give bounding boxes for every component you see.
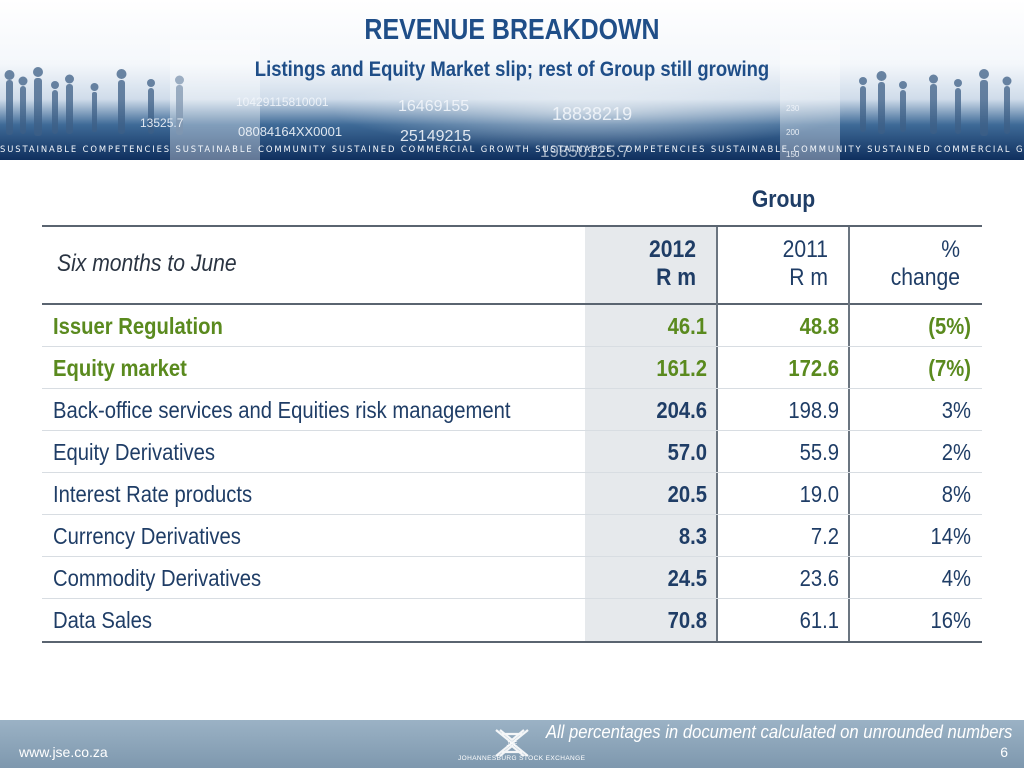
value-2011: 172.6	[788, 355, 839, 381]
value-2012: 204.6	[656, 397, 707, 423]
col-2012-year: 2012	[649, 236, 696, 263]
row-label: Interest Rate products	[53, 481, 253, 507]
col-pct-symbol: %	[941, 236, 960, 263]
page-subtitle: Listings and Equity Market slip; rest of…	[254, 58, 770, 81]
table-row: Issuer Regulation 46.1 48.8 (5%)	[42, 305, 982, 347]
jse-logo-icon: JSE	[495, 729, 529, 757]
current-year-shading	[585, 227, 717, 641]
col-2012-unit: R m	[656, 264, 696, 291]
value-2012: 161.2	[656, 355, 707, 381]
header-banner: 10429115810001 16469155 18838219 0808416…	[0, 0, 1024, 160]
value-2011: 23.6	[799, 565, 839, 591]
ticker-number: 10429115810001	[236, 95, 329, 109]
column-divider	[716, 227, 718, 641]
value-2012: 46.1	[667, 313, 707, 339]
percent-change: (7%)	[928, 355, 971, 381]
col-2011-year: 2011	[782, 236, 828, 263]
row-separator	[42, 556, 982, 557]
percent-change: 14%	[930, 523, 971, 549]
table-row: Interest Rate products 20.5 19.0 8%	[42, 473, 982, 515]
value-2012: 24.5	[667, 565, 707, 591]
ticker-number: 18838219	[552, 104, 633, 124]
table-row: Commodity Derivatives 24.5 23.6 4%	[42, 557, 982, 599]
row-label: Currency Derivatives	[53, 523, 241, 549]
ticker-number: 150	[786, 150, 800, 159]
row-label: Equity Derivatives	[53, 439, 215, 465]
ticker-number: 25149215	[400, 128, 472, 145]
percent-change: 16%	[930, 607, 971, 633]
value-2011: 48.8	[799, 313, 839, 339]
page-number: 6	[1000, 744, 1008, 760]
value-2011: 7.2	[810, 523, 839, 549]
value-2012: 20.5	[667, 481, 707, 507]
footer-bar: All percentages in document calculated o…	[0, 720, 1024, 768]
page-title: REVENUE BREAKDOWN	[364, 14, 660, 46]
col-2011-header: 2011 R m	[744, 236, 828, 292]
percent-change: (5%)	[928, 313, 971, 339]
row-label: Commodity Derivatives	[53, 565, 262, 591]
value-2012: 70.8	[667, 607, 707, 633]
row-separator	[42, 346, 982, 347]
website-link[interactable]: www.jse.co.za	[19, 744, 108, 760]
value-2011: 19.0	[799, 481, 839, 507]
ticker-number: 16469155	[398, 98, 470, 115]
table-row: Equity market 161.2 172.6 (7%)	[42, 347, 982, 389]
ticker-number: 19850125.7	[540, 142, 630, 160]
col-2012-header: 2012 R m	[612, 236, 696, 292]
row-label: Back-office services and Equities risk m…	[53, 397, 511, 423]
col-2011-unit: R m	[789, 264, 828, 291]
slogan-strip: SUSTAINABLE COMPETENCIES SUSTAINABLE COM…	[0, 144, 1024, 154]
percent-change: 3%	[941, 397, 971, 423]
ticker-number: 200	[786, 128, 800, 137]
crowd-silhouettes-image	[4, 40, 1012, 160]
value-2011: 198.9	[788, 397, 839, 423]
ticker-number: 230	[786, 104, 800, 113]
col-pct-label: change	[890, 264, 960, 291]
row-separator	[42, 430, 982, 431]
percent-change: 4%	[941, 565, 971, 591]
value-2012: 57.0	[667, 439, 707, 465]
row-label: Data Sales	[53, 607, 153, 633]
row-label: Equity market	[53, 355, 187, 381]
banner-glow	[330, 70, 850, 150]
period-label: Six months to June	[57, 250, 237, 277]
percent-change: 8%	[941, 481, 971, 507]
logo-mark: JSE	[506, 742, 517, 748]
table-header-rule	[42, 303, 982, 305]
table-row: Back-office services and Equities risk m…	[42, 389, 982, 431]
col-pct-header: % change	[874, 236, 960, 292]
table-top-rule	[42, 225, 982, 227]
row-label: Issuer Regulation	[53, 313, 223, 339]
group-column-label: Group	[751, 186, 816, 213]
percent-change: 2%	[941, 439, 971, 465]
footnote: All percentages in document calculated o…	[545, 721, 1012, 742]
row-separator	[42, 514, 982, 515]
ticker-number: 13525.7	[140, 116, 184, 130]
column-divider	[848, 227, 850, 641]
row-separator	[42, 388, 982, 389]
row-separator	[42, 598, 982, 599]
value-2012: 8.3	[678, 523, 707, 549]
value-2011: 61.1	[799, 607, 839, 633]
table-bottom-rule	[42, 641, 982, 643]
table-row: Equity Derivatives 57.0 55.9 2%	[42, 431, 982, 473]
value-2011: 55.9	[799, 439, 839, 465]
ticker-number: 08084164XX0001	[238, 124, 343, 139]
logo-text: JOHANNESBURG STOCK EXCHANGE	[458, 755, 586, 762]
table-row: Currency Derivatives 8.3 7.2 14%	[42, 515, 982, 557]
table-row: Data Sales 70.8 61.1 16%	[42, 599, 982, 641]
row-separator	[42, 472, 982, 473]
